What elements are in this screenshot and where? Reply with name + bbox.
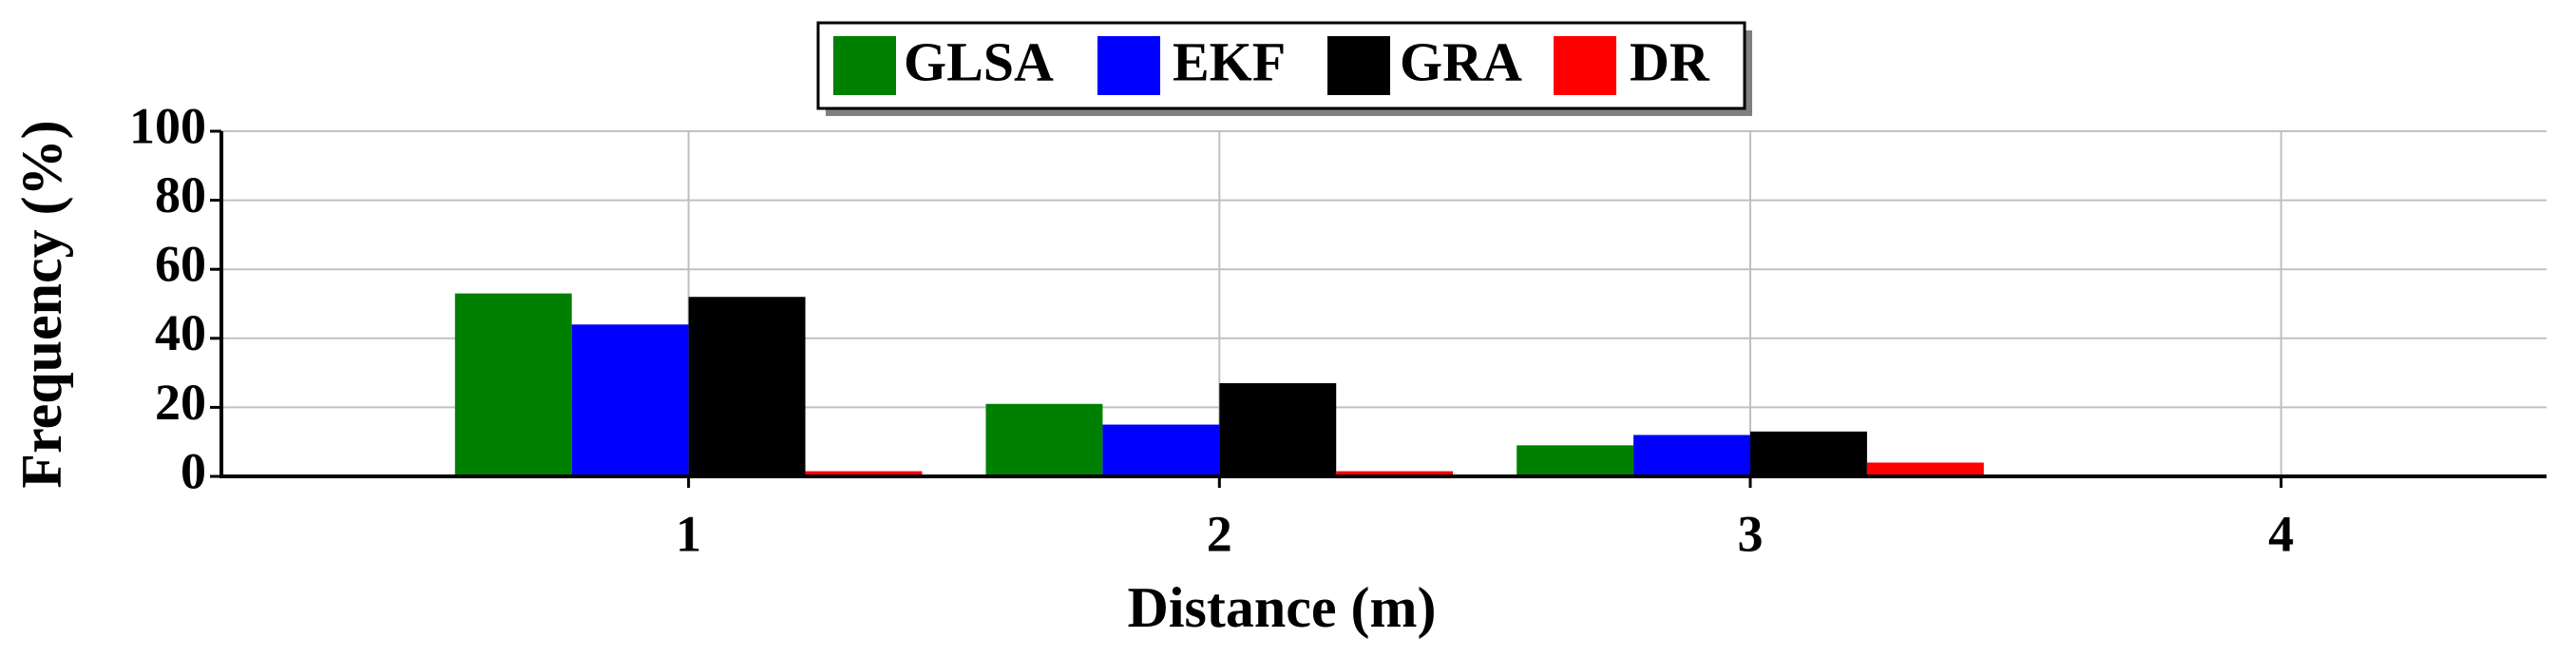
legend-swatch (833, 36, 896, 95)
y-tick-label: 0 (181, 442, 206, 499)
bar (985, 403, 1103, 476)
bar (1517, 445, 1634, 476)
x-tick-label: 2 (1207, 505, 1232, 562)
legend-label: GRA (1400, 30, 1522, 92)
bar (805, 471, 923, 476)
bar (571, 324, 689, 476)
legend-swatch (1327, 36, 1390, 95)
bar (454, 293, 572, 476)
x-tick-label: 3 (1737, 505, 1763, 562)
y-tick-label: 60 (155, 236, 206, 293)
bar (1102, 424, 1220, 476)
x-tick-label: 4 (2268, 505, 2294, 562)
y-axis-title: Frequency (%) (10, 120, 73, 488)
bar (1336, 471, 1454, 476)
bar (1866, 462, 1984, 476)
legend-label: DR (1630, 30, 1710, 92)
bar (1633, 435, 1750, 476)
bar (688, 297, 806, 476)
legend-swatch (1554, 36, 1616, 95)
bar (1219, 382, 1337, 476)
y-tick-label: 20 (155, 374, 206, 431)
y-tick-label: 100 (129, 97, 206, 154)
y-tick-label: 80 (155, 166, 206, 223)
legend-label: GLSA (904, 30, 1054, 92)
x-tick-label: 1 (676, 505, 701, 562)
legend-swatch (1097, 36, 1160, 95)
bar (1749, 431, 1867, 476)
y-tick-label: 40 (155, 304, 206, 361)
x-axis-title: Distance (m) (1128, 576, 1437, 639)
legend-label: EKF (1173, 30, 1286, 92)
